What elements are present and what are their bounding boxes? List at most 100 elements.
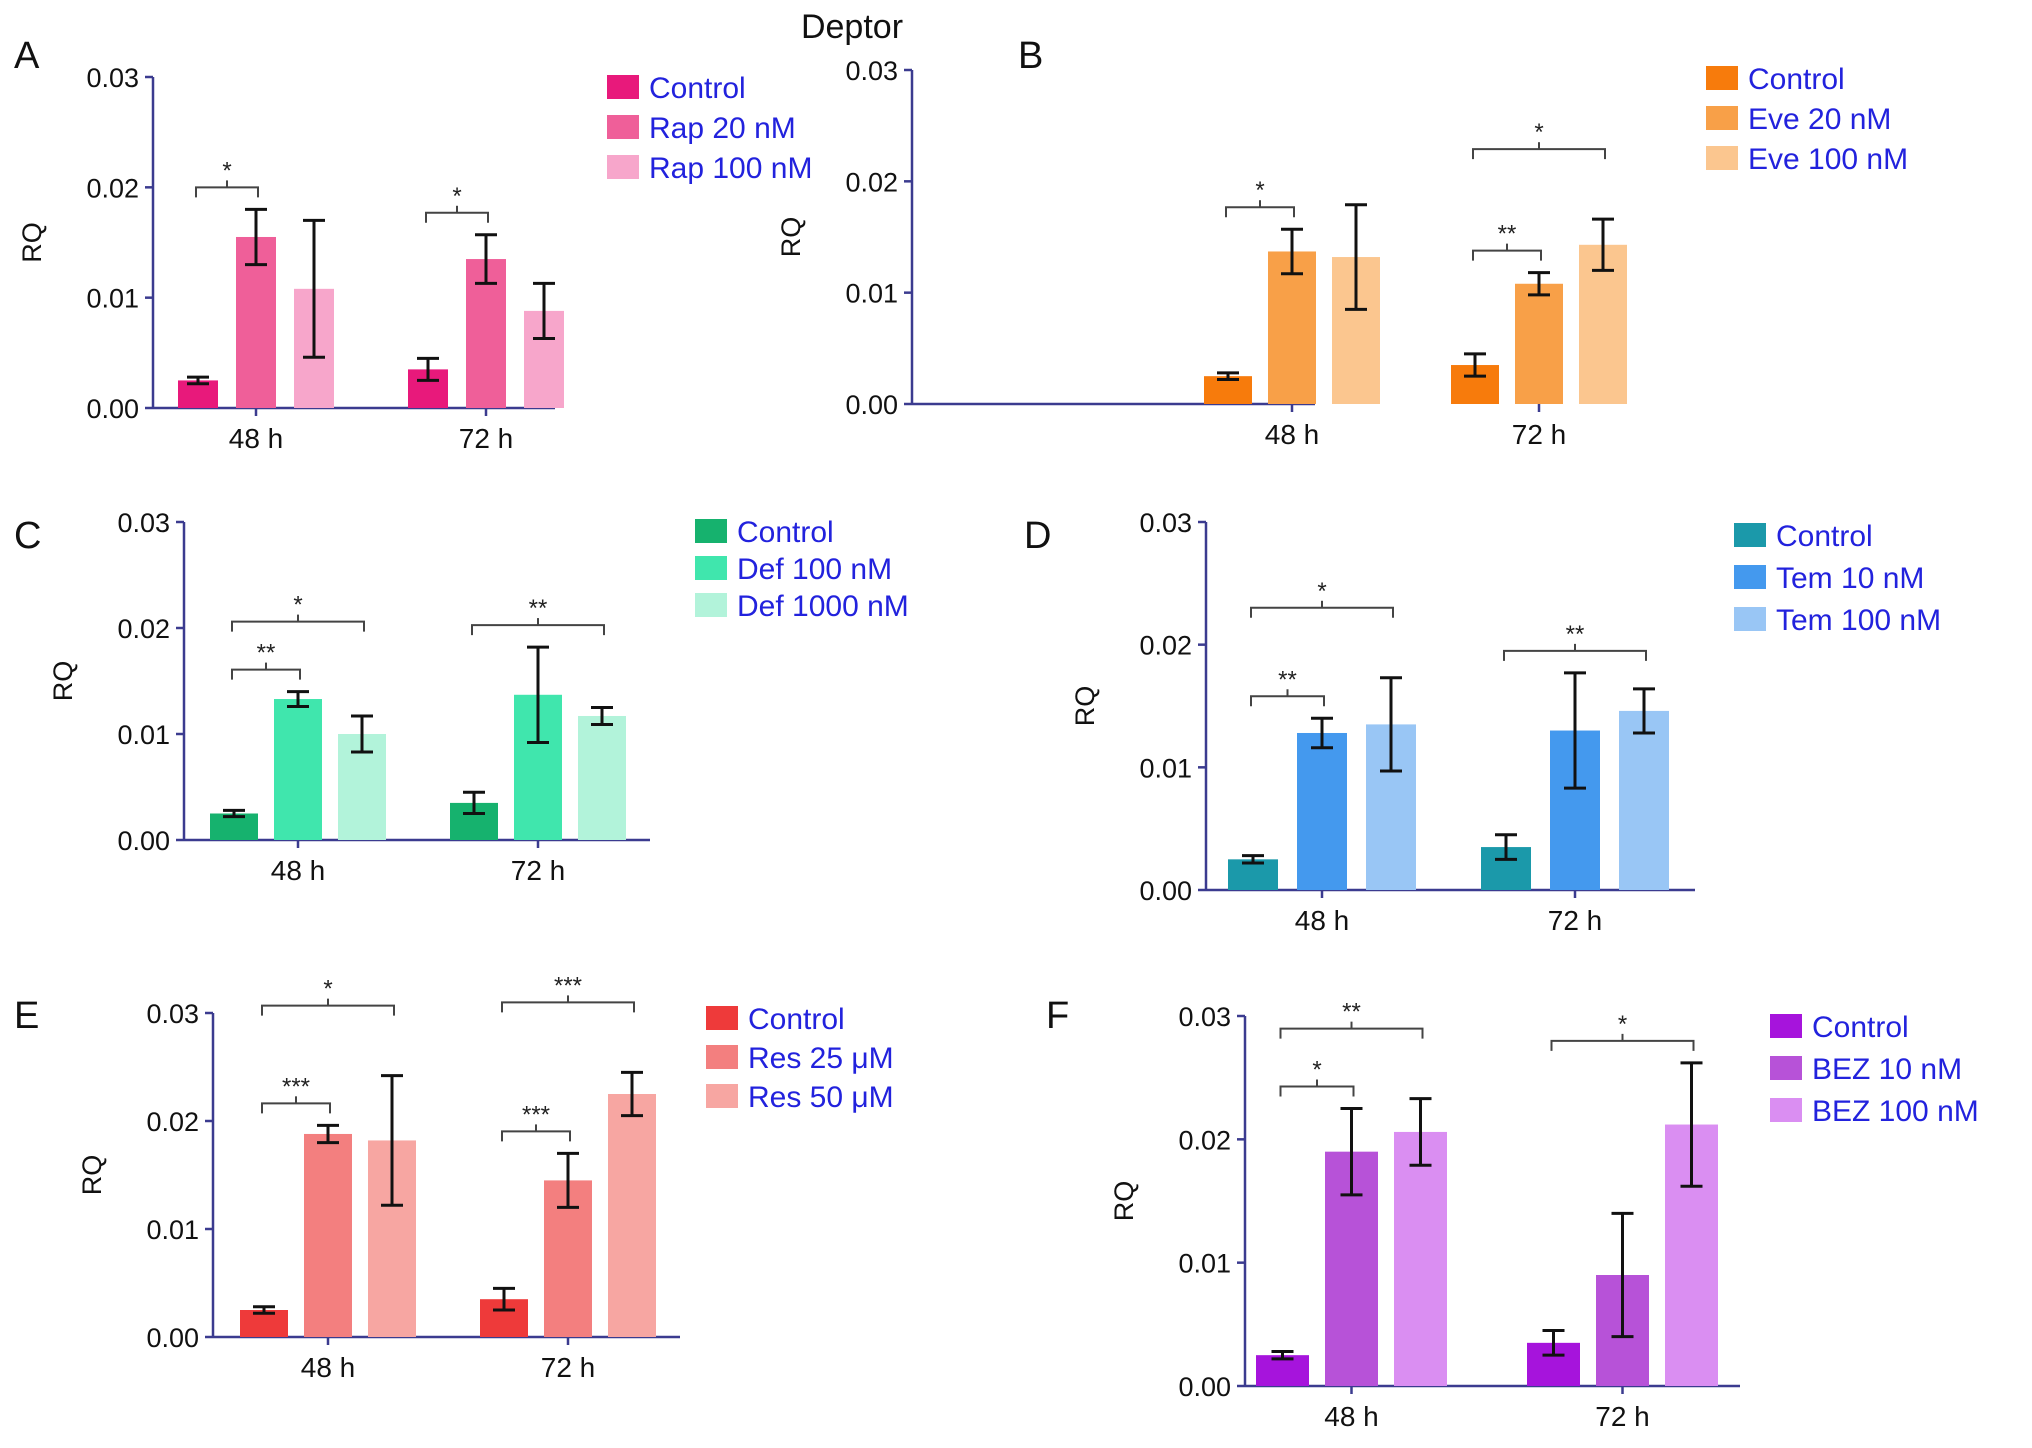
legend-label: BEZ 10 nM: [1812, 1053, 1962, 1086]
significance-bracket: [501, 1130, 571, 1142]
legend-swatch: [706, 1045, 738, 1069]
significance-bracket: [1503, 649, 1647, 661]
legend-label: BEZ 100 nM: [1812, 1095, 1979, 1128]
y-tick-label: 0.01: [86, 284, 139, 314]
y-tick-label: 0.02: [1178, 1125, 1231, 1155]
significance-bracket: [1279, 1027, 1424, 1039]
significance-label: **: [257, 640, 276, 667]
panel-label: D: [1024, 515, 1051, 557]
significance-label: *: [1255, 177, 1264, 204]
significance-label: ***: [554, 972, 582, 999]
legend-label: Control: [737, 516, 834, 549]
x-tick-label: 72 h: [1512, 419, 1567, 450]
x-tick-label: 48 h: [1295, 905, 1350, 936]
y-tick-label: 0.00: [845, 390, 898, 420]
significance-label: ***: [282, 1073, 310, 1100]
y-tick-label: 0.01: [146, 1215, 199, 1245]
significance-label: *: [1317, 578, 1326, 605]
panel-a: A 0.00 0.01 0.02 0.03 RQ 48 h 72 h * * Control Rap …: [14, 35, 812, 454]
y-tick-label: 0.03: [86, 63, 139, 93]
y-tick-label: 0.00: [1178, 1372, 1231, 1402]
y-tick-label: 0.00: [86, 394, 139, 424]
significance-bracket: [1472, 148, 1606, 160]
significance-label: **: [529, 595, 548, 622]
y-tick-label: 0.00: [146, 1323, 199, 1353]
y-tick-label: 0.03: [146, 999, 199, 1029]
legend-swatch: [706, 1084, 738, 1108]
significance-bracket: [501, 1001, 635, 1013]
x-tick-label: 48 h: [1265, 419, 1320, 450]
y-tick-label: 0.01: [1139, 753, 1192, 783]
legend-label: Control: [1812, 1011, 1909, 1044]
y-axis-label: RQ: [48, 661, 78, 702]
y-axis-label: RQ: [77, 1155, 107, 1196]
significance-label: *: [222, 157, 231, 184]
y-axis-label: RQ: [1070, 686, 1100, 727]
legend-label: Res 25 μM: [748, 1042, 894, 1075]
legend-swatch: [1770, 1014, 1802, 1038]
significance-label: **: [1278, 666, 1297, 693]
bar-72h-1: [1515, 283, 1563, 404]
bar-48h-1: [274, 699, 322, 840]
significance-bracket: [1279, 1085, 1355, 1097]
y-tick-label: 0.03: [117, 508, 170, 538]
bar-72h-2: [578, 715, 626, 840]
significance-label: **: [1566, 621, 1585, 648]
significance-bracket: [1250, 606, 1394, 618]
legend-label: Eve 20 nM: [1748, 103, 1891, 136]
panel-label: C: [14, 515, 41, 557]
y-tick-label: 0.02: [86, 173, 139, 203]
y-tick-label: 0.03: [1139, 508, 1192, 538]
x-tick-label: 48 h: [229, 423, 284, 454]
significance-bracket: [471, 624, 605, 636]
significance-bracket: [1225, 206, 1295, 218]
legend-swatch: [695, 519, 727, 543]
significance-bracket: [261, 1004, 395, 1016]
y-tick-label: 0.00: [1139, 876, 1192, 906]
significance-bracket: [425, 211, 489, 223]
y-tick-label: 0.01: [1178, 1249, 1231, 1279]
panel-label: F: [1046, 995, 1069, 1037]
y-tick-label: 0.00: [117, 826, 170, 856]
x-tick-label: 48 h: [1324, 1401, 1379, 1432]
legend-swatch: [607, 75, 639, 99]
significance-label: **: [1342, 999, 1361, 1026]
legend-label: Control: [649, 72, 746, 105]
legend-swatch: [1706, 146, 1738, 170]
y-tick-label: 0.03: [1178, 1002, 1231, 1032]
significance-bracket: [261, 1102, 331, 1114]
legend-swatch: [1706, 106, 1738, 130]
significance-bracket: [231, 620, 365, 632]
significance-label: ***: [522, 1101, 550, 1128]
legend-label: Def 1000 nM: [737, 590, 909, 623]
legend-label: Eve 100 nM: [1748, 143, 1908, 176]
significance-label: *: [1534, 119, 1543, 146]
legend-swatch: [1734, 565, 1766, 589]
panel-label: E: [14, 995, 39, 1037]
x-tick-label: 48 h: [271, 855, 326, 886]
significance-label: **: [1498, 221, 1517, 248]
legend-swatch: [1734, 523, 1766, 547]
figure-title: Deptor: [801, 8, 903, 46]
legend-swatch: [1706, 66, 1738, 90]
significance-label: *: [452, 183, 461, 210]
legend-label: Tem 100 nM: [1776, 604, 1941, 637]
significance-bracket: [1250, 695, 1325, 707]
x-tick-label: 72 h: [511, 855, 566, 886]
x-tick-label: 72 h: [1595, 1401, 1650, 1432]
legend-swatch: [607, 155, 639, 179]
y-tick-label: 0.02: [1139, 631, 1192, 661]
y-axis-label: RQ: [17, 222, 47, 263]
y-tick-label: 0.01: [117, 720, 170, 750]
significance-bracket: [231, 668, 301, 680]
legend-swatch: [695, 556, 727, 580]
significance-label: *: [1618, 1011, 1627, 1038]
bar-48h-1: [1268, 251, 1316, 404]
y-axis-label: RQ: [776, 217, 806, 258]
legend-swatch: [1734, 607, 1766, 631]
x-tick-label: 48 h: [301, 1352, 356, 1383]
panel-label: A: [14, 35, 40, 77]
